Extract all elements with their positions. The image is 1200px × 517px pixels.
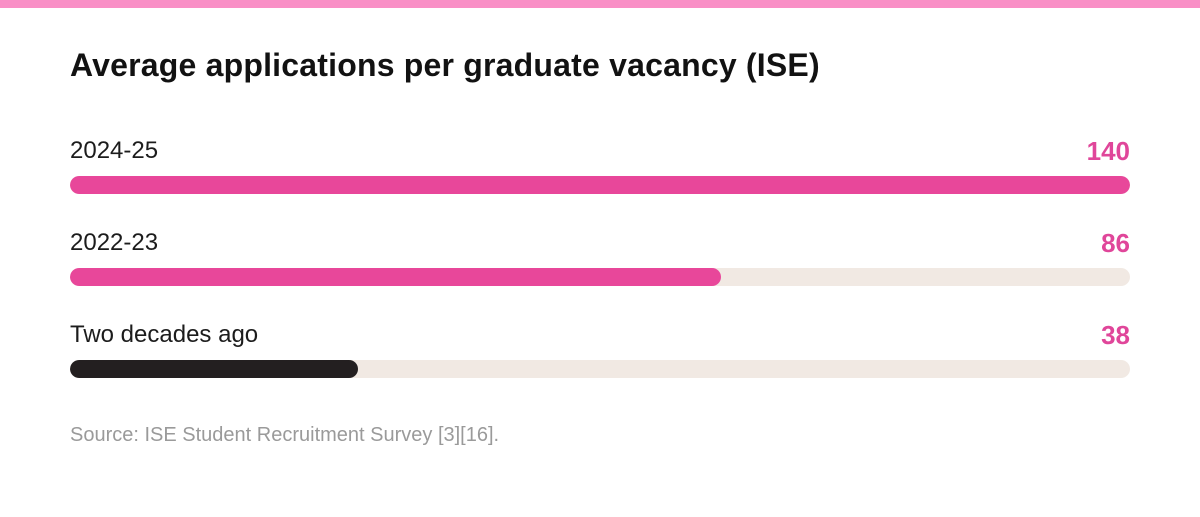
value-label: 86 [1101, 228, 1130, 258]
source-note: Source: ISE Student Recruitment Survey [… [70, 424, 500, 446]
bar-fill [70, 268, 721, 286]
category-label: 2024-25 [70, 137, 159, 164]
bar-row-2024-25: 2024-25 140 [70, 134, 1130, 226]
bar-fill [70, 360, 358, 378]
bar-fill [70, 176, 1130, 194]
bar-track [70, 360, 1130, 378]
bar-row-2022-23: 2022-23 86 [70, 226, 1130, 318]
bar-chart: 2024-25 140 2022-23 86 Two decades ago 3… [70, 134, 1130, 410]
chart-title: Average applications per graduate vacanc… [70, 47, 820, 83]
top-accent-stripe [0, 0, 1200, 8]
value-label: 38 [1101, 320, 1130, 350]
category-label: Two decades ago [70, 321, 259, 348]
value-label: 140 [1086, 136, 1130, 166]
category-label: 2022-23 [70, 229, 159, 256]
bar-row-two-decades-ago: Two decades ago 38 [70, 318, 1130, 410]
bar-track [70, 268, 1130, 286]
bar-track [70, 176, 1130, 194]
